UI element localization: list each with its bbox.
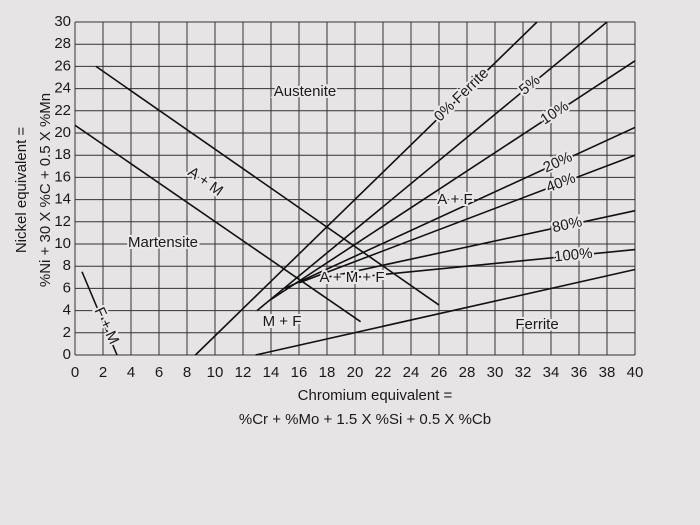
y-tick-label: 28: [54, 35, 71, 52]
x-tick-label: 4: [127, 364, 135, 381]
x-tick-label: 8: [183, 364, 191, 381]
y-tick-label: 16: [54, 168, 71, 185]
boundary-line: [81, 271, 118, 356]
region-label: M + F: [263, 313, 302, 330]
x-tick-label: 40: [627, 364, 644, 381]
y-tick-label: 6: [63, 279, 71, 296]
x-tick-label: 32: [515, 364, 532, 381]
y-tick-label: 24: [54, 80, 71, 97]
x-axis-title: %Cr + %Mo + 1.5 X %Si + 0.5 X %Cb: [239, 411, 491, 428]
x-tick-label: 10: [207, 364, 224, 381]
boundary-line: [255, 268, 636, 356]
y-tick-label: 18: [54, 146, 71, 163]
region-label: Ferrite: [515, 316, 558, 333]
x-tick-label: 28: [459, 364, 476, 381]
region-label: Austenite: [274, 83, 337, 100]
y-axis-title: %Ni + 30 X %C + 0.5 X %Mn: [37, 93, 54, 287]
boundary-line: [298, 154, 636, 284]
y-tick-label: 22: [54, 102, 71, 119]
y-tick-label: 10: [54, 235, 71, 252]
x-tick-label: 30: [487, 364, 504, 381]
y-tick-label: 30: [54, 13, 71, 30]
y-axis-title: Nickel equivalent =: [13, 127, 30, 254]
x-tick-label: 14: [263, 364, 280, 381]
x-tick-label: 0: [71, 364, 79, 381]
y-tick-label: 26: [54, 57, 71, 74]
x-tick-label: 2: [99, 364, 107, 381]
boundary-line: [270, 60, 636, 301]
y-tick-label: 2: [63, 324, 71, 341]
x-tick-label: 38: [599, 364, 616, 381]
region-label: A + F: [437, 191, 472, 208]
boundary-line: [284, 126, 636, 290]
x-tick-label: 6: [155, 364, 163, 381]
boundary-line: [256, 21, 608, 312]
x-tick-label: 22: [375, 364, 392, 381]
boundary-line: [95, 65, 440, 306]
x-tick-label: 20: [347, 364, 364, 381]
x-tick-label: 16: [291, 364, 308, 381]
x-axis-title: Chromium equivalent =: [298, 387, 453, 404]
x-tick-label: 36: [571, 364, 588, 381]
y-tick-label: 14: [54, 191, 71, 208]
y-tick-label: 0: [63, 346, 71, 363]
x-tick-label: 18: [319, 364, 336, 381]
y-tick-label: 20: [54, 124, 71, 141]
x-tick-label: 12: [235, 364, 252, 381]
y-tick-label: 8: [63, 257, 71, 274]
x-tick-label: 24: [403, 364, 420, 381]
x-tick-label: 26: [431, 364, 448, 381]
region-label: A + M + F: [319, 269, 384, 286]
y-tick-label: 4: [63, 302, 71, 319]
boundary-line: [326, 209, 636, 279]
x-tick-label: 34: [543, 364, 560, 381]
region-label: Martensite: [128, 234, 198, 251]
y-tick-label: 12: [54, 213, 71, 230]
boundary-line: [194, 21, 538, 356]
boundary-line: [74, 124, 362, 323]
boundary-line: [354, 248, 636, 279]
